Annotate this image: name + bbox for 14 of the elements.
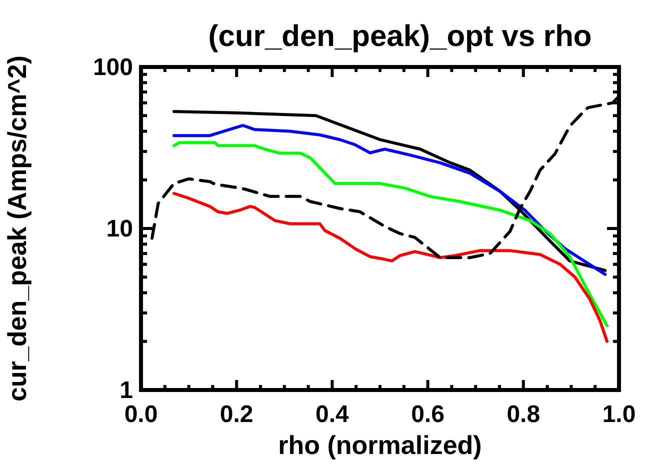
y-tick-label: 10 <box>106 216 133 242</box>
x-tick-label: 0.8 <box>506 401 540 428</box>
y-tick-label: 100 <box>92 54 133 81</box>
y-axis-title: cur_den_peak (Amps/cm^2) <box>2 55 32 402</box>
x-tick-label: 0.4 <box>316 401 350 428</box>
x-tick-label: 0.6 <box>411 401 444 428</box>
chart-title: (cur_den_peak)_opt vs rho <box>208 20 592 53</box>
y-tick-label: 1 <box>120 377 133 404</box>
x-tick-label: 1.0 <box>602 401 636 428</box>
x-axis-title: rho (normalized) <box>278 430 482 460</box>
x-tick-label: 0.0 <box>124 401 158 428</box>
line-series <box>172 141 609 328</box>
x-tick-label: 0.2 <box>220 401 254 428</box>
line-series <box>172 192 609 343</box>
